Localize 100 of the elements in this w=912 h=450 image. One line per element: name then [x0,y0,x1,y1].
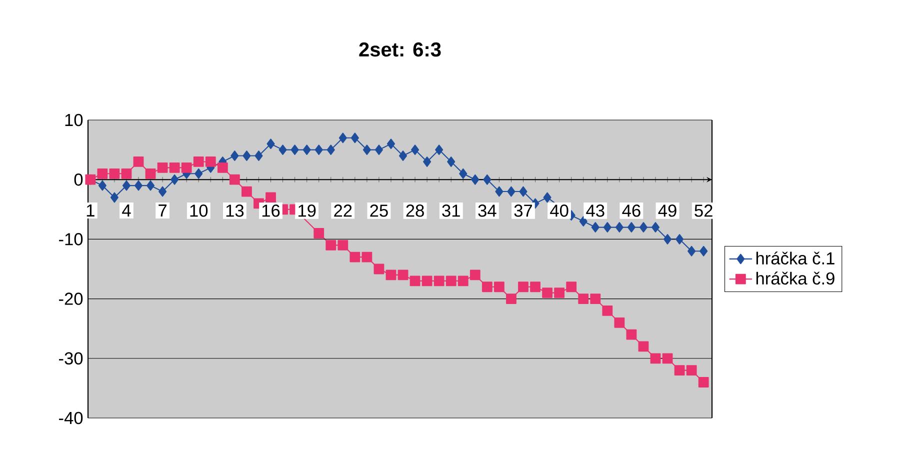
y-tick-label: -30 [59,352,83,365]
point [314,144,323,156]
point [542,288,552,298]
point [506,294,516,304]
x-tick-label: 7 [158,204,166,216]
point [482,282,492,292]
point [374,264,384,274]
point [494,282,504,292]
point [302,144,311,156]
point [471,174,480,185]
point [194,168,203,179]
point [518,282,528,292]
x-tick-label: 25 [370,204,388,217]
x-tick-label: 28 [406,204,424,217]
x-tick-label: 16 [262,204,280,217]
point [495,186,504,197]
point [470,270,480,280]
x-tick-label: 22 [334,204,352,217]
y-tick-label: -40 [59,412,83,424]
point [362,252,372,262]
point [254,150,263,161]
point [674,365,685,376]
point [435,144,444,156]
y-tick-label: 0 [74,173,83,186]
x-tick-label: 1 [86,204,94,216]
point [338,240,348,250]
x-tick-label: 13 [226,204,244,217]
point [651,222,660,232]
chart-title: 2set: 6:3 [359,42,441,57]
point [157,162,168,173]
point [145,168,156,179]
point [650,353,661,364]
point [579,216,588,227]
point [483,174,492,185]
point [134,180,143,191]
point [290,144,299,156]
x-tick-label: 34 [478,204,496,217]
point [97,168,108,179]
legend-label: hráčka č.1 [756,252,834,264]
y-tick-label: -10 [59,233,83,246]
point [507,186,516,197]
point [398,150,408,161]
point [530,282,540,292]
point [554,288,565,298]
point [591,222,600,232]
point [386,138,396,150]
point [543,192,552,203]
point [386,270,396,280]
x-tick-label: 31 [442,204,460,217]
x-tick-label: 4 [122,204,131,216]
point [121,168,132,179]
point [519,186,528,197]
point [602,306,613,316]
point [266,192,276,203]
point [638,341,649,352]
point [133,156,144,167]
point [98,180,106,191]
point [422,276,432,286]
x-tick-label: 10 [190,204,208,217]
point [615,222,624,232]
point [170,174,179,185]
point [458,276,468,286]
point [350,132,359,144]
point [229,174,240,185]
point [350,252,360,262]
y-tick-label: 10 [65,114,83,126]
point [423,156,432,167]
point [626,329,637,340]
point [122,180,131,191]
point [639,222,648,232]
point [374,144,384,156]
point [146,180,155,191]
point [447,156,456,167]
point [686,365,697,376]
point [217,162,228,173]
point [398,270,408,280]
point [242,186,252,197]
point [362,144,371,156]
point [688,246,696,256]
point [700,246,708,256]
x-tick-label: 19 [298,204,316,217]
point [193,156,204,167]
point [230,150,239,161]
point [158,186,167,197]
x-tick-label: 49 [658,204,676,217]
point [446,276,456,286]
point [676,234,684,244]
point [410,276,420,286]
point [338,132,347,144]
x-tick-label: 46 [622,204,640,217]
x-tick-label: 52 [694,204,712,217]
point [603,222,612,232]
point [662,353,673,364]
point [614,317,625,328]
point [459,168,468,179]
point [205,156,216,167]
x-tick-label: 40 [550,204,568,217]
point [326,144,335,156]
point [663,234,672,244]
point [278,144,287,156]
